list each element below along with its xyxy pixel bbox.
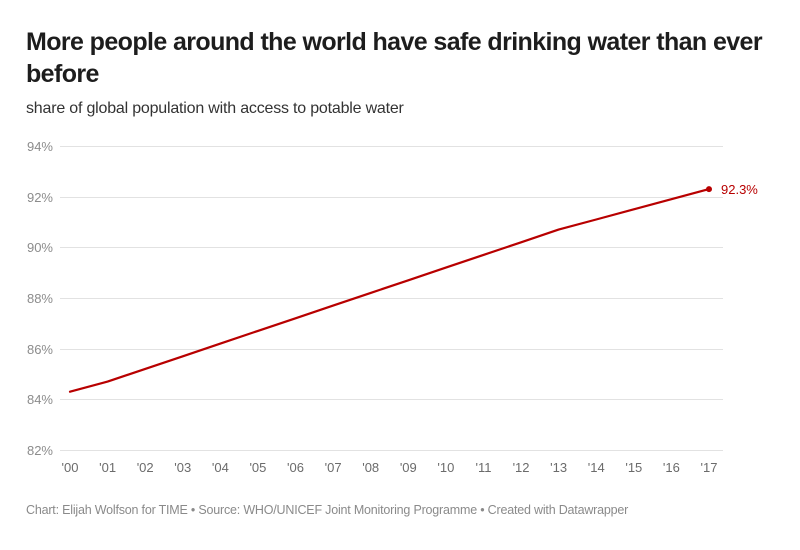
gridlines [60,146,723,451]
y-tick-label: 94% [27,139,53,154]
end-value-label: 92.3% [721,182,758,197]
x-tick-label: '04 [212,460,229,475]
x-tick-label: '03 [174,460,191,475]
x-tick-label: '11 [475,460,491,475]
x-tick-label: '05 [249,460,266,475]
y-tick-label: 82% [27,443,53,458]
x-tick-label: '08 [362,460,379,475]
x-tick-label: '00 [62,460,79,475]
x-tick-label: '07 [325,460,342,475]
y-tick-label: 88% [27,291,53,306]
x-tick-label: '17 [701,460,718,475]
chart-title: More people around the world have safe d… [26,28,763,88]
x-tick-label: '14 [588,460,605,475]
data-point [706,186,712,193]
x-axis-ticks: '00 '01 '02 '03 '04 '05 '06 '07 '08 '09 '10 '11 '12 '… [62,460,718,475]
y-tick-label: 86% [27,342,53,357]
x-tick-label: '02 [137,460,154,475]
y-tick-label: 84% [27,392,53,407]
chart-footer-credit: Chart: Elijah Wolfson for TIME • Source:… [26,503,629,517]
y-tick-label: 92% [27,190,53,205]
x-tick-label: '12 [513,460,530,475]
x-tick-label: '10 [437,460,454,475]
chart-subtitle: share of global population with access t… [26,100,404,117]
series-line [68,188,711,393]
x-tick-label: '01 [99,460,116,475]
series-group: 92.3% [68,182,758,393]
y-axis-ticks: 82% 84% 86% 88% 90% 92% 94% [27,139,53,458]
x-tick-label: '15 [625,460,642,475]
x-tick-label: '16 [663,460,680,475]
x-tick-label: '09 [400,460,417,475]
x-tick-label: '06 [287,460,304,475]
y-tick-label: 90% [27,240,53,255]
x-tick-label: '13 [550,460,567,475]
